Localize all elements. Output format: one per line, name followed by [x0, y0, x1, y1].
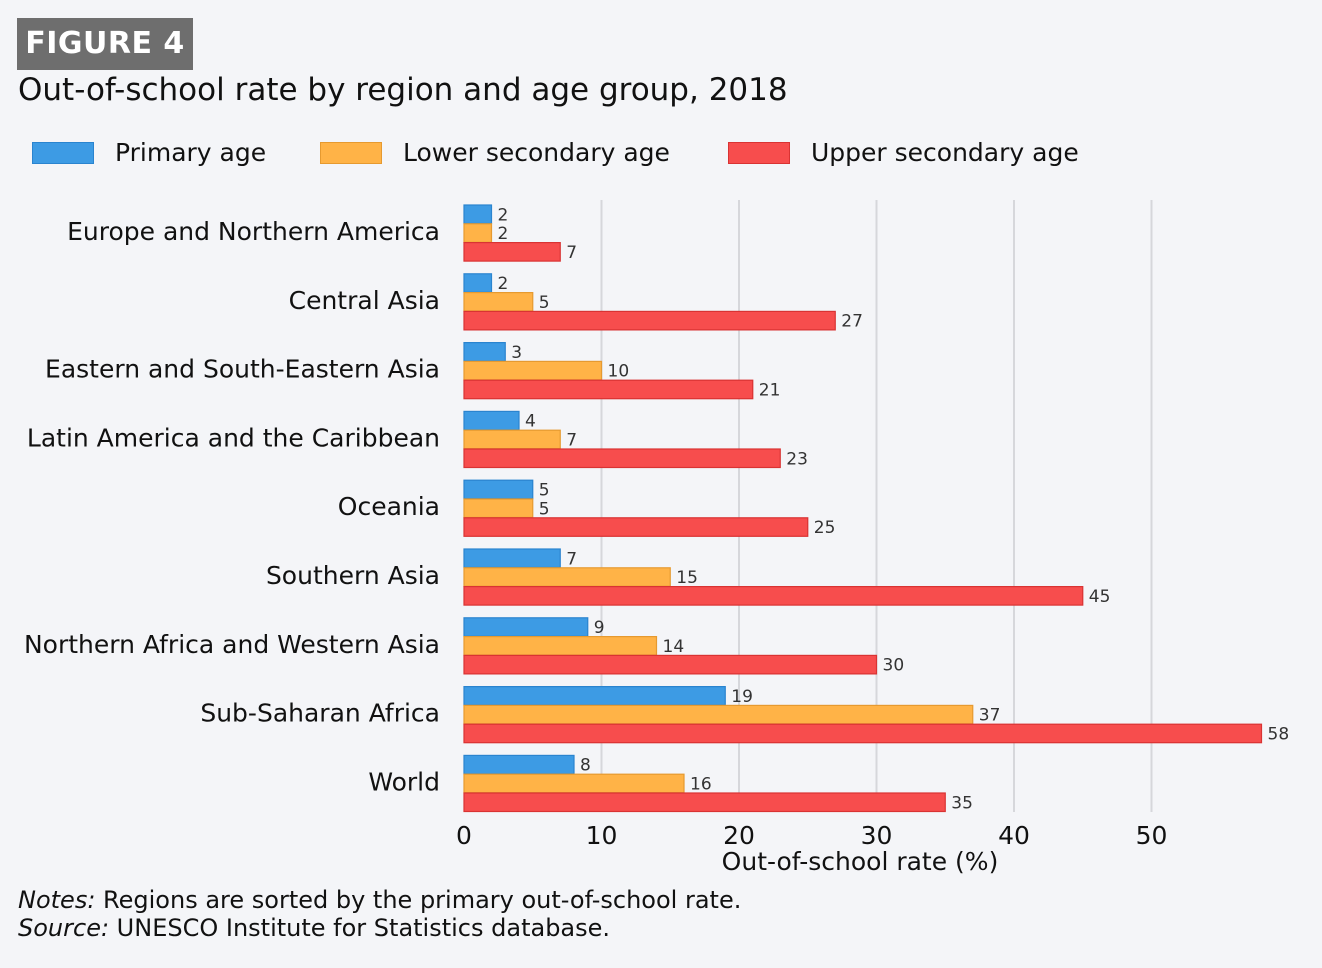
category-label: World: [368, 767, 440, 796]
category-label: Southern Asia: [266, 561, 440, 590]
bar: [463, 498, 534, 519]
bar: [463, 635, 658, 656]
data-label: 16: [690, 774, 712, 794]
bar: [463, 567, 671, 587]
bar: [463, 773, 685, 794]
data-label: 9: [594, 618, 605, 638]
data-label: 19: [731, 687, 753, 707]
legend-swatch-primary: [32, 142, 94, 164]
data-label: 14: [663, 637, 685, 657]
category-label: Central Asia: [289, 286, 440, 315]
data-label: 5: [539, 480, 550, 500]
source-label: Source:: [18, 914, 110, 942]
data-label: 5: [539, 293, 550, 313]
data-label: 3: [511, 343, 522, 363]
bar: [463, 204, 493, 225]
data-label: 4: [525, 412, 536, 432]
category-label: Northern Africa and Western Asia: [24, 630, 440, 659]
bar: [463, 273, 493, 293]
x-tick-label: 20: [723, 821, 755, 850]
data-label: 21: [759, 380, 781, 400]
bar: [463, 379, 754, 400]
bar: [463, 448, 781, 469]
x-axis-label: Out-of-school rate (%): [722, 847, 999, 876]
source-text: UNESCO Institute for Statistics database…: [109, 914, 611, 942]
bar: [463, 429, 561, 450]
bar: [463, 685, 726, 706]
legend-label-primary: Primary age: [115, 138, 267, 167]
bar: [463, 479, 534, 500]
data-label: 7: [566, 243, 577, 263]
data-label: 7: [566, 430, 577, 450]
bar: [463, 617, 589, 637]
category-label: Sub-Saharan Africa: [200, 699, 440, 728]
bar: [463, 517, 809, 537]
data-label: 2: [498, 274, 509, 294]
bar: [463, 548, 561, 569]
bar: [463, 342, 506, 362]
data-label: 23: [786, 449, 808, 469]
notes-label: Notes:: [18, 886, 96, 914]
bar: [463, 723, 1263, 744]
bar: [463, 310, 836, 331]
legend-label-upper-secondary: Upper secondary age: [811, 138, 1079, 167]
x-tick-label: 0: [456, 821, 472, 850]
notes-line: Notes: Regions are sorted by the primary…: [18, 886, 741, 914]
data-label: 35: [951, 793, 973, 813]
bar: [463, 585, 1084, 606]
bar: [463, 242, 561, 262]
category-label: Latin America and the Caribbean: [27, 423, 440, 452]
legend-swatch-upper-secondary: [728, 142, 790, 164]
data-label: 45: [1089, 587, 1111, 607]
data-label: 8: [580, 756, 591, 776]
data-label: 7: [566, 549, 577, 569]
legend-label-lower-secondary: Lower secondary age: [403, 138, 670, 167]
data-label: 15: [676, 568, 698, 588]
bar: [463, 292, 534, 312]
x-tick-label: 30: [861, 821, 893, 850]
data-label: 30: [883, 656, 905, 676]
x-tick-label: 50: [1136, 821, 1168, 850]
x-tick-label: 40: [998, 821, 1030, 850]
data-label: 25: [814, 518, 836, 538]
bar: [463, 792, 946, 813]
bar: [463, 410, 520, 431]
bar: [463, 704, 974, 725]
data-label: 37: [979, 706, 1001, 726]
category-label: Oceania: [338, 492, 440, 521]
chart-notes: Notes: Regions are sorted by the primary…: [18, 886, 741, 942]
bar: [463, 654, 878, 675]
chart-title: Out-of-school rate by region and age gro…: [18, 72, 788, 108]
x-tick-label: 10: [586, 821, 618, 850]
figure-label: FIGURE 4: [17, 18, 193, 70]
legend-swatch-lower-secondary: [320, 142, 382, 164]
bar: [463, 754, 575, 775]
data-label: 2: [498, 205, 509, 225]
chart-legend: Primary age Lower secondary age Upper se…: [0, 136, 1322, 176]
data-label: 5: [539, 499, 550, 519]
notes-text: Regions are sorted by the primary out-of…: [95, 886, 742, 914]
data-label: 10: [608, 362, 630, 382]
bar: [463, 223, 493, 243]
data-label: 58: [1268, 724, 1290, 744]
category-label: Europe and Northern America: [67, 217, 440, 246]
source-line: Source: UNESCO Institute for Statistics …: [18, 914, 741, 942]
bar: [463, 360, 603, 381]
data-label: 2: [498, 224, 509, 244]
data-label: 27: [841, 312, 863, 332]
category-label: Eastern and South-Eastern Asia: [45, 355, 440, 384]
